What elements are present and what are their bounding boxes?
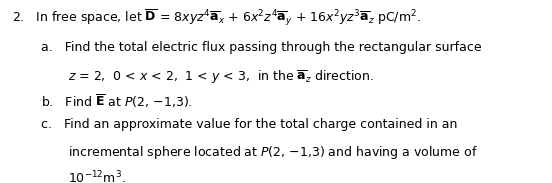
Text: 2.   In free space, let $\mathbf{\overline{D}}$ = 8$xyz^4\mathbf{\overline{a}}_x: 2. In free space, let $\mathbf{\overline… [12, 8, 421, 28]
Text: 10$^{-12}$m$^3$.: 10$^{-12}$m$^3$. [68, 169, 126, 183]
Text: c.   Find an approximate value for the total charge contained in an: c. Find an approximate value for the tot… [41, 118, 458, 131]
Text: a.   Find the total electric flux passing through the rectangular surface: a. Find the total electric flux passing … [41, 41, 482, 54]
Text: b.   Find $\mathbf{\overline{E}}$ at $P$(2, −1,3).: b. Find $\mathbf{\overline{E}}$ at $P$(2… [41, 93, 193, 110]
Text: $z$ = 2,  0 < $x$ < 2,  1 < $y$ < 3,  in the $\mathbf{\overline{a}}_z$ direction: $z$ = 2, 0 < $x$ < 2, 1 < $y$ < 3, in th… [68, 69, 374, 86]
Text: incremental sphere located at $P$(2, −1,3) and having a volume of: incremental sphere located at $P$(2, −1,… [68, 144, 478, 161]
